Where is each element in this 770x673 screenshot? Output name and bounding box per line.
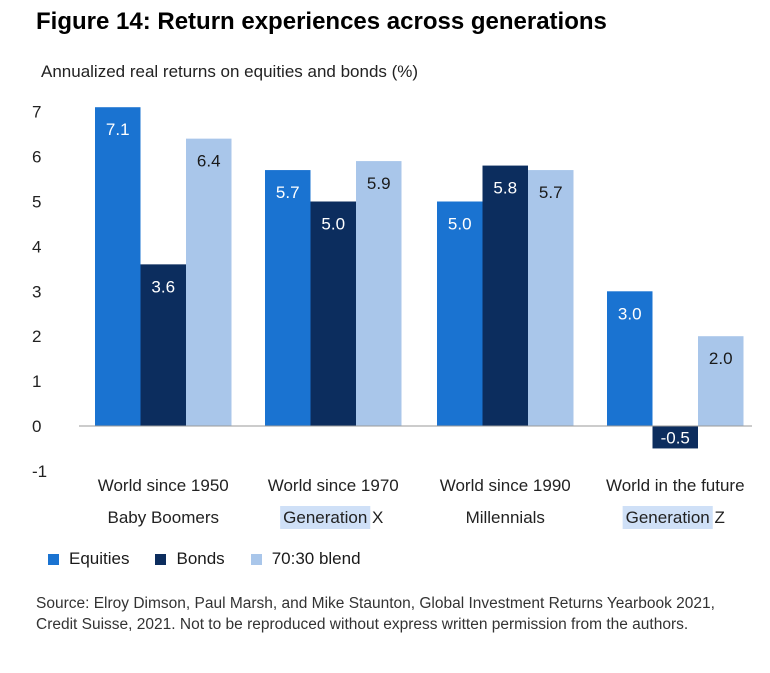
- x-tick-label: World since 1950: [98, 476, 229, 495]
- legend-label-bonds: Bonds: [176, 549, 225, 568]
- bar-bonds: [310, 201, 356, 426]
- y-tick-label: 2: [32, 327, 41, 346]
- bar-bonds: [652, 426, 698, 449]
- data-label: 5.7: [539, 183, 563, 202]
- bar-70-30-blend: [356, 161, 402, 426]
- y-tick-label: 6: [32, 148, 41, 167]
- bar-equities: [265, 170, 311, 426]
- legend-swatch-equities: [48, 553, 59, 565]
- data-label: 5.0: [321, 215, 345, 234]
- data-label: 5.8: [493, 179, 517, 198]
- y-tick-label: 4: [32, 237, 41, 256]
- legend: Equities Bonds 70:30 blend: [48, 549, 387, 569]
- data-label: -0.5: [661, 428, 690, 447]
- bar-equities: [95, 107, 141, 427]
- data-label: 5.9: [367, 174, 391, 193]
- y-tick-label: 3: [32, 282, 41, 301]
- data-label: 3.0: [618, 304, 642, 323]
- bar-70-30-blend: [698, 336, 744, 426]
- bar-bonds: [482, 165, 528, 426]
- x-tick-label: World in the future: [606, 476, 745, 495]
- data-label: 2.0: [709, 349, 733, 368]
- y-tick-label: 1: [32, 372, 41, 391]
- y-tick-label: 5: [32, 193, 41, 212]
- data-label: 7.1: [106, 120, 130, 139]
- bar-70-30-blend: [528, 170, 574, 426]
- data-label: 5.7: [276, 183, 300, 202]
- text-highlight: [622, 506, 713, 529]
- legend-item-blend: 70:30 blend: [250, 549, 361, 569]
- data-label: 6.4: [197, 152, 221, 171]
- bar-70-30-blend: [186, 138, 232, 426]
- x-tick-label: Baby Boomers: [108, 508, 220, 527]
- x-tick-label: World since 1970: [268, 476, 399, 495]
- legend-swatch-blend: [250, 553, 262, 565]
- bar-equities: [437, 201, 483, 426]
- legend-swatch-bonds: [155, 553, 167, 565]
- legend-item-equities: Equities: [48, 549, 129, 569]
- data-label: 5.0: [448, 215, 472, 234]
- bar-equities: [607, 291, 653, 426]
- bar-chart: -1 0 1 2 3 4 5 6 7 7.1 5.7 5.0 3.0 3.6 5.0 5.8 -0.5 6.4 5.…: [32, 103, 752, 529]
- bar-bonds: [140, 264, 186, 426]
- data-label: 3.6: [151, 277, 175, 296]
- legend-label-blend: 70:30 blend: [271, 549, 361, 568]
- x-tick-label: Generation X: [283, 508, 383, 527]
- y-tick-label: 7: [32, 103, 41, 122]
- y-tick-label: 0: [32, 417, 41, 436]
- y-axis-label: Annualized real returns on equities and …: [41, 62, 419, 81]
- legend-label-equities: Equities: [69, 549, 130, 568]
- source-note: Source: Elroy Dimson, Paul Marsh, and Mi…: [36, 595, 715, 633]
- text-highlight: [280, 506, 371, 529]
- x-tick-label: Millennials: [466, 508, 545, 527]
- y-tick-label: -1: [32, 462, 47, 481]
- x-tick-label: Generation Z: [626, 508, 725, 527]
- chart-title: Figure 14: Return experiences across gen…: [36, 8, 607, 35]
- legend-item-bonds: Bonds: [155, 549, 225, 569]
- x-tick-label: World since 1990: [440, 476, 571, 495]
